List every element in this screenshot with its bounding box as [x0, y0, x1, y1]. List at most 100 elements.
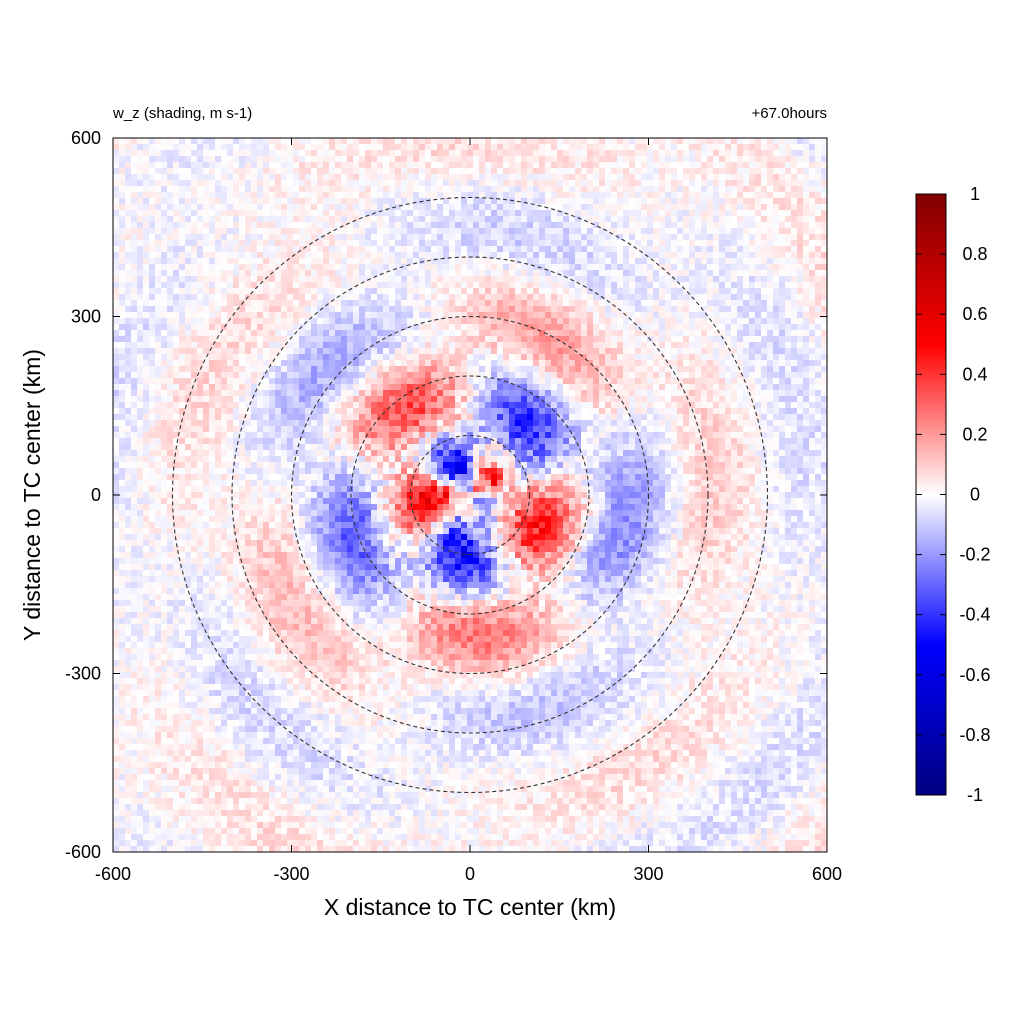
- heatmap-cell: [119, 324, 126, 331]
- heatmap-cell: [497, 378, 504, 385]
- heatmap-cell: [509, 252, 516, 259]
- heatmap-cell: [761, 342, 768, 349]
- heatmap-cell: [635, 366, 642, 373]
- heatmap-cell: [647, 366, 654, 373]
- heatmap-cell: [287, 270, 294, 277]
- heatmap-cell: [413, 192, 420, 199]
- heatmap-cell: [695, 312, 702, 319]
- heatmap-cell: [521, 324, 528, 331]
- heatmap-cell: [275, 162, 282, 169]
- heatmap-cell: [737, 252, 744, 259]
- heatmap-cell: [113, 276, 120, 283]
- heatmap-cell: [563, 336, 570, 343]
- heatmap-cell: [161, 156, 168, 163]
- heatmap-cell: [707, 354, 714, 361]
- heatmap-cell: [257, 270, 264, 277]
- heatmap-cell: [497, 354, 504, 361]
- heatmap-cell: [353, 270, 360, 277]
- heatmap-cell: [779, 318, 786, 325]
- heatmap-cell: [449, 150, 456, 157]
- heatmap-cell: [323, 288, 330, 295]
- heatmap-cell: [317, 318, 324, 325]
- heatmap-cell: [515, 312, 522, 319]
- heatmap-cell: [365, 336, 372, 343]
- heatmap-cell: [401, 378, 408, 385]
- heatmap-cell: [371, 318, 378, 325]
- heatmap-cell: [185, 198, 192, 205]
- heatmap-cell: [479, 276, 486, 283]
- heatmap-cell: [527, 294, 534, 301]
- heatmap-cell: [719, 288, 726, 295]
- heatmap-cell: [131, 294, 138, 301]
- heatmap-cell: [713, 270, 720, 277]
- heatmap-cell: [701, 312, 708, 319]
- heatmap-cell: [485, 366, 492, 373]
- heatmap-cell: [797, 144, 804, 151]
- heatmap-cell: [551, 246, 558, 253]
- heatmap-cell: [629, 276, 636, 283]
- heatmap-cell: [209, 156, 216, 163]
- heatmap-cell: [473, 252, 480, 259]
- heatmap-cell: [773, 192, 780, 199]
- heatmap-cell: [707, 240, 714, 247]
- heatmap-cell: [809, 312, 816, 319]
- heatmap-cell: [203, 162, 210, 169]
- heatmap-cell: [167, 186, 174, 193]
- heatmap-cell: [419, 312, 426, 319]
- heatmap-cell: [461, 348, 468, 355]
- heatmap-cell: [329, 150, 336, 157]
- heatmap-cell: [233, 312, 240, 319]
- heatmap-cell: [359, 288, 366, 295]
- heatmap-cell: [767, 288, 774, 295]
- heatmap-cell: [749, 300, 756, 307]
- heatmap-cell: [545, 204, 552, 211]
- heatmap-cell: [341, 294, 348, 301]
- heatmap-cell: [761, 378, 768, 385]
- heatmap-cell: [593, 336, 600, 343]
- heatmap-cell: [629, 288, 636, 295]
- heatmap-cell: [305, 234, 312, 241]
- heatmap-cell: [461, 144, 468, 151]
- heatmap-cell: [215, 264, 222, 271]
- heatmap-cell: [773, 306, 780, 313]
- heatmap-cell: [647, 360, 654, 367]
- heatmap-cell: [737, 372, 744, 379]
- heatmap-cell: [173, 174, 180, 181]
- heatmap-cell: [671, 300, 678, 307]
- heatmap-cell: [599, 264, 606, 271]
- heatmap-cell: [413, 312, 420, 319]
- heatmap-cell: [287, 324, 294, 331]
- heatmap-cell: [443, 306, 450, 313]
- heatmap-cell: [503, 216, 510, 223]
- heatmap-cell: [209, 186, 216, 193]
- heatmap-cell: [467, 150, 474, 157]
- heatmap-cell: [317, 366, 324, 373]
- heatmap-cell: [347, 270, 354, 277]
- heatmap-cell: [653, 198, 660, 205]
- heatmap-cell: [581, 360, 588, 367]
- heatmap-cell: [437, 276, 444, 283]
- heatmap-cell: [377, 264, 384, 271]
- heatmap-cell: [215, 222, 222, 229]
- heatmap-cell: [551, 156, 558, 163]
- heatmap-cell: [587, 210, 594, 217]
- heatmap-cell: [113, 222, 120, 229]
- heatmap-cell: [395, 264, 402, 271]
- heatmap-cell: [539, 372, 546, 379]
- heatmap-cell: [443, 378, 450, 385]
- heatmap-cell: [329, 282, 336, 289]
- heatmap-cell: [389, 264, 396, 271]
- heatmap-cell: [527, 372, 534, 379]
- heatmap-cell: [581, 330, 588, 337]
- heatmap-cell: [479, 312, 486, 319]
- heatmap-cell: [797, 276, 804, 283]
- heatmap-cell: [779, 204, 786, 211]
- heatmap-cell: [287, 378, 294, 385]
- heatmap-cell: [479, 138, 486, 145]
- heatmap-cell: [749, 180, 756, 187]
- heatmap-cell: [245, 216, 252, 223]
- heatmap-cell: [329, 162, 336, 169]
- heatmap-cell: [275, 360, 282, 367]
- heatmap-cell: [131, 192, 138, 199]
- heatmap-cell: [773, 150, 780, 157]
